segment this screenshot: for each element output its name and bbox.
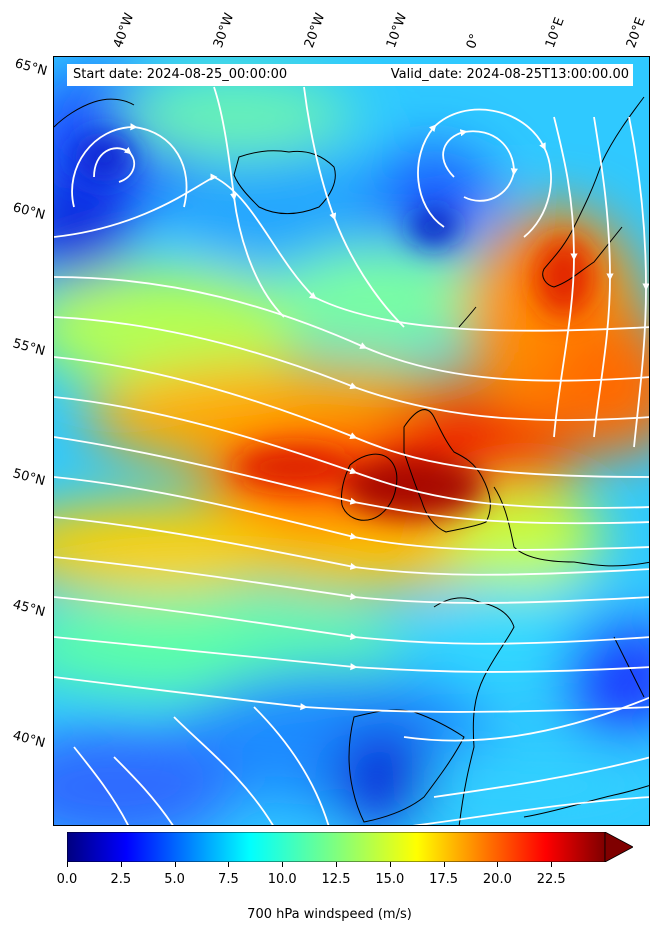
colorbar-tickmark: [336, 862, 337, 867]
streamlines: [54, 86, 649, 825]
streamline: [303, 86, 405, 328]
colorbar-tick-label: 22.5: [536, 872, 566, 887]
lon-label-40w: 40°W: [110, 11, 138, 50]
streamline: [54, 636, 649, 673]
colorbar-tick-label: 15.0: [375, 872, 405, 887]
colorbar-tick-label: 17.5: [429, 872, 459, 887]
windspeed-field: [54, 57, 649, 825]
italy-coast: [613, 636, 645, 698]
windspeed-colorbar: [67, 832, 633, 862]
lat-label-50n: 50°N: [11, 466, 47, 490]
streamline: [54, 556, 649, 604]
france-coast: [433, 597, 515, 825]
streamline: [253, 706, 330, 825]
wind-map: [53, 56, 650, 826]
colorbar-tick-label: 10.0: [267, 872, 297, 887]
streamline: [54, 276, 649, 382]
wind-field-svg: [54, 57, 649, 825]
colorbar-tickmark: [551, 862, 553, 867]
colorbar-tickmark: [120, 862, 122, 867]
colorbar-tickmark: [228, 862, 230, 867]
streamline: [628, 116, 649, 448]
greenland-coast: [54, 98, 135, 128]
date-header: Start date: 2024-08-25_00:00:00 Valid_da…: [67, 64, 633, 86]
colorbar-tickmark: [67, 862, 68, 867]
colorbar-tickmark: [174, 862, 176, 867]
colorbar-gradient: [67, 832, 606, 862]
streamline: [54, 316, 649, 422]
lat-label-55n: 55°N: [11, 336, 47, 360]
streamline: [403, 696, 649, 742]
colorbar-tick-label: 7.5: [218, 872, 239, 887]
colorbar-tickmark: [497, 862, 499, 867]
streamline: [173, 716, 274, 825]
lon-label-30w: 30°W: [210, 11, 238, 50]
start-date-label: Start date: 2024-08-25_00:00:00: [73, 67, 288, 82]
colorbar-tickmark: [389, 862, 391, 867]
streamline: [71, 123, 188, 208]
streamline: [54, 596, 649, 645]
streamline: [54, 356, 649, 478]
lat-label-65n: 65°N: [13, 56, 49, 80]
colorbar-tick-label: 20.0: [482, 872, 512, 887]
lat-label-45n: 45°N: [11, 597, 47, 621]
streamline: [54, 396, 649, 509]
streamline: [417, 108, 552, 238]
colorbar-label: 700 hPa windspeed (m/s): [247, 907, 412, 922]
streamline: [54, 516, 649, 576]
streamline: [73, 746, 129, 825]
colorbar-tick-label: 5.0: [164, 872, 185, 887]
lat-label-40n: 40°N: [11, 728, 47, 752]
streamline: [54, 676, 649, 713]
colorbar-tickmark: [443, 862, 445, 867]
north-africa-coast: [523, 785, 649, 818]
streamline: [54, 476, 649, 551]
streamline: [54, 173, 649, 332]
colorbar-tickmark: [282, 862, 284, 867]
orkney-shetland: [458, 306, 477, 328]
lat-label-60n: 60°N: [11, 200, 47, 224]
streamline: [553, 116, 578, 438]
lon-label-10e: 10°E: [542, 15, 568, 51]
colorbar-tick-label: 0.0: [56, 872, 78, 887]
streamline: [54, 436, 649, 525]
streamline: [213, 86, 285, 318]
lon-label-20e: 20°E: [623, 15, 649, 51]
lon-label-0: 0°: [463, 31, 484, 51]
lon-label-20w: 20°W: [301, 11, 329, 50]
colorbar-tick-label: 12.5: [321, 872, 351, 887]
colorbar-extend-arrow: [604, 832, 633, 862]
colorbar-tick-label: 2.5: [110, 872, 132, 887]
norway-coast: [542, 96, 645, 288]
streamline: [93, 146, 136, 183]
streamline: [412, 796, 649, 825]
streamline: [593, 116, 614, 438]
lon-label-10w: 10°W: [383, 11, 411, 50]
britain-coast: [403, 409, 491, 533]
streamline: [113, 756, 174, 825]
streamline: [433, 756, 649, 798]
continent-coast: [493, 486, 649, 567]
valid-date-label: Valid_date: 2024-08-25T13:00:00.00: [390, 67, 629, 82]
